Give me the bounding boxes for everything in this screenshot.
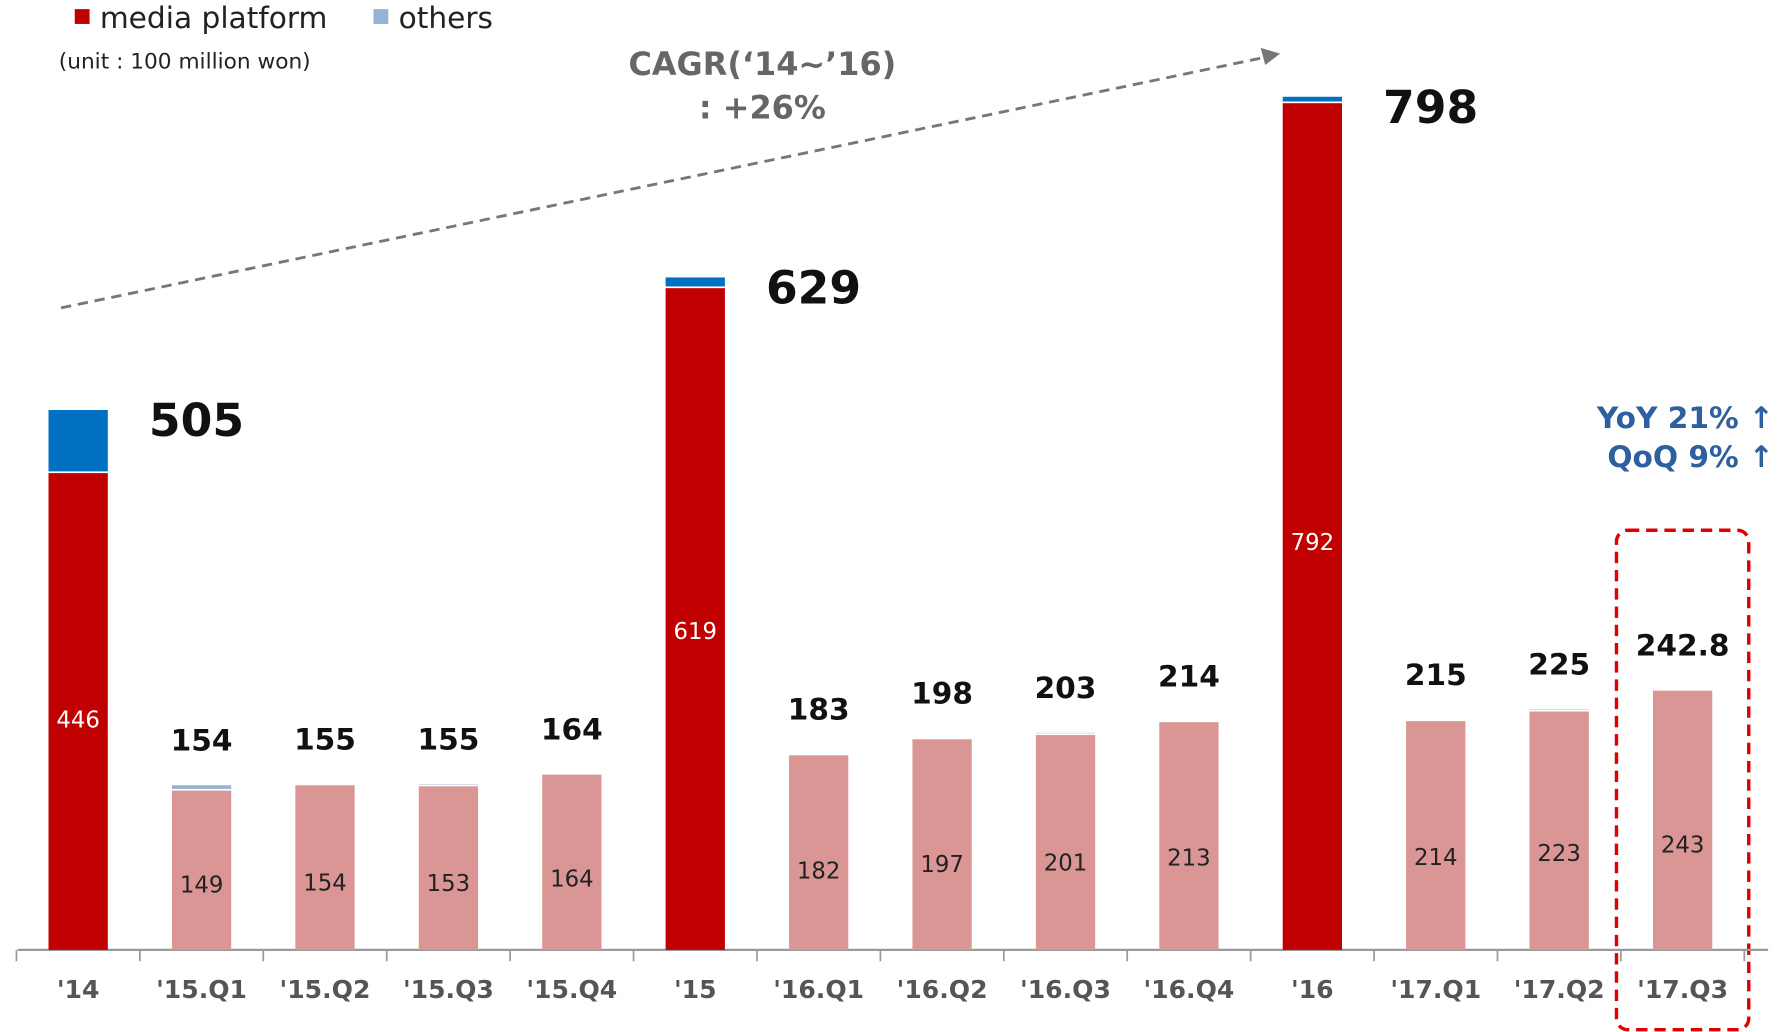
x-tick-label: '17.Q2	[1514, 975, 1605, 1004]
total-label: 798	[1383, 81, 1478, 134]
bar-segment	[542, 774, 602, 950]
bar-segment	[665, 288, 725, 950]
segment-label: 214	[1414, 845, 1458, 871]
cagr-arrow	[60, 55, 1267, 310]
total-label: 215	[1405, 657, 1467, 692]
segment-label: 223	[1537, 841, 1581, 867]
total-label: 164	[541, 712, 603, 747]
x-tick-label: '17.Q3	[1637, 975, 1728, 1004]
x-tick-label: '15.Q3	[403, 975, 494, 1004]
bar-segment	[1652, 690, 1713, 950]
bar-segment	[171, 790, 232, 950]
x-tick-label: '16.Q2	[897, 975, 988, 1004]
bar-segment	[295, 785, 355, 950]
cagr-title: CAGR(‘14~’16)	[628, 45, 896, 83]
total-label: 198	[911, 675, 973, 710]
x-tick-label: '15	[674, 975, 717, 1004]
x-tick-label: '15.Q2	[280, 975, 371, 1004]
total-label: 214	[1158, 658, 1220, 693]
total-label: 183	[788, 691, 850, 726]
x-tick-label: '16.Q3	[1020, 975, 1111, 1004]
legend-swatch	[74, 9, 90, 24]
total-label: 242.8	[1636, 627, 1730, 662]
segment-label: 153	[427, 871, 471, 897]
x-tick-label: '15.Q4	[526, 975, 617, 1004]
bar-segment	[789, 755, 849, 950]
segment-label: 213	[1167, 845, 1211, 871]
bar-segment	[665, 277, 725, 287]
segment-label: 149	[180, 873, 224, 899]
bar-segment	[1035, 735, 1096, 950]
x-tick-label: '16.Q4	[1143, 975, 1234, 1004]
x-tick-label: '17.Q1	[1390, 975, 1481, 1004]
bar-segment	[418, 786, 479, 950]
highlight-box	[1614, 528, 1751, 1032]
bar-segment	[1406, 721, 1466, 950]
x-tick-label: '16	[1291, 975, 1334, 1004]
total-label: 505	[149, 394, 244, 447]
total-label: 203	[1035, 670, 1097, 705]
segment-label: 197	[920, 852, 964, 878]
bar-segment	[171, 785, 232, 789]
segment-label: 182	[797, 859, 841, 885]
bar-segment	[1282, 96, 1342, 102]
segment-label: 446	[56, 708, 100, 734]
bar-segment	[912, 739, 972, 950]
cagr-value: : +26%	[699, 88, 826, 126]
segment-label: 154	[303, 871, 347, 897]
segment-label: 792	[1291, 530, 1335, 556]
total-label: 225	[1528, 647, 1590, 682]
legend-label: media platform	[100, 0, 328, 35]
segment-label: 164	[550, 866, 594, 892]
bar-segment	[48, 410, 108, 472]
legend-swatch	[373, 9, 389, 24]
total-label: 155	[417, 721, 479, 756]
yoy: YoY 21% ↑	[1596, 400, 1774, 435]
bar-segment	[1159, 722, 1219, 950]
segment-label: 201	[1044, 850, 1088, 876]
segment-label: 619	[673, 619, 717, 645]
total-label: 154	[171, 722, 233, 757]
subtitle: (unit : 100 million won)	[59, 50, 311, 75]
legend-label: others	[399, 0, 493, 35]
x-tick-label: '16.Q1	[773, 975, 864, 1004]
segment-label: 243	[1661, 833, 1705, 859]
bar-segment	[1529, 711, 1589, 950]
qoq: QoQ 9% ↑	[1607, 439, 1773, 474]
x-tick-label: '15.Q1	[156, 975, 247, 1004]
x-tick-label: '14	[57, 975, 100, 1004]
total-label: 155	[294, 721, 356, 756]
total-label: 629	[766, 262, 861, 315]
arrow-head	[1260, 47, 1281, 65]
bar-segment	[48, 473, 108, 950]
bar-segment	[1282, 103, 1342, 950]
